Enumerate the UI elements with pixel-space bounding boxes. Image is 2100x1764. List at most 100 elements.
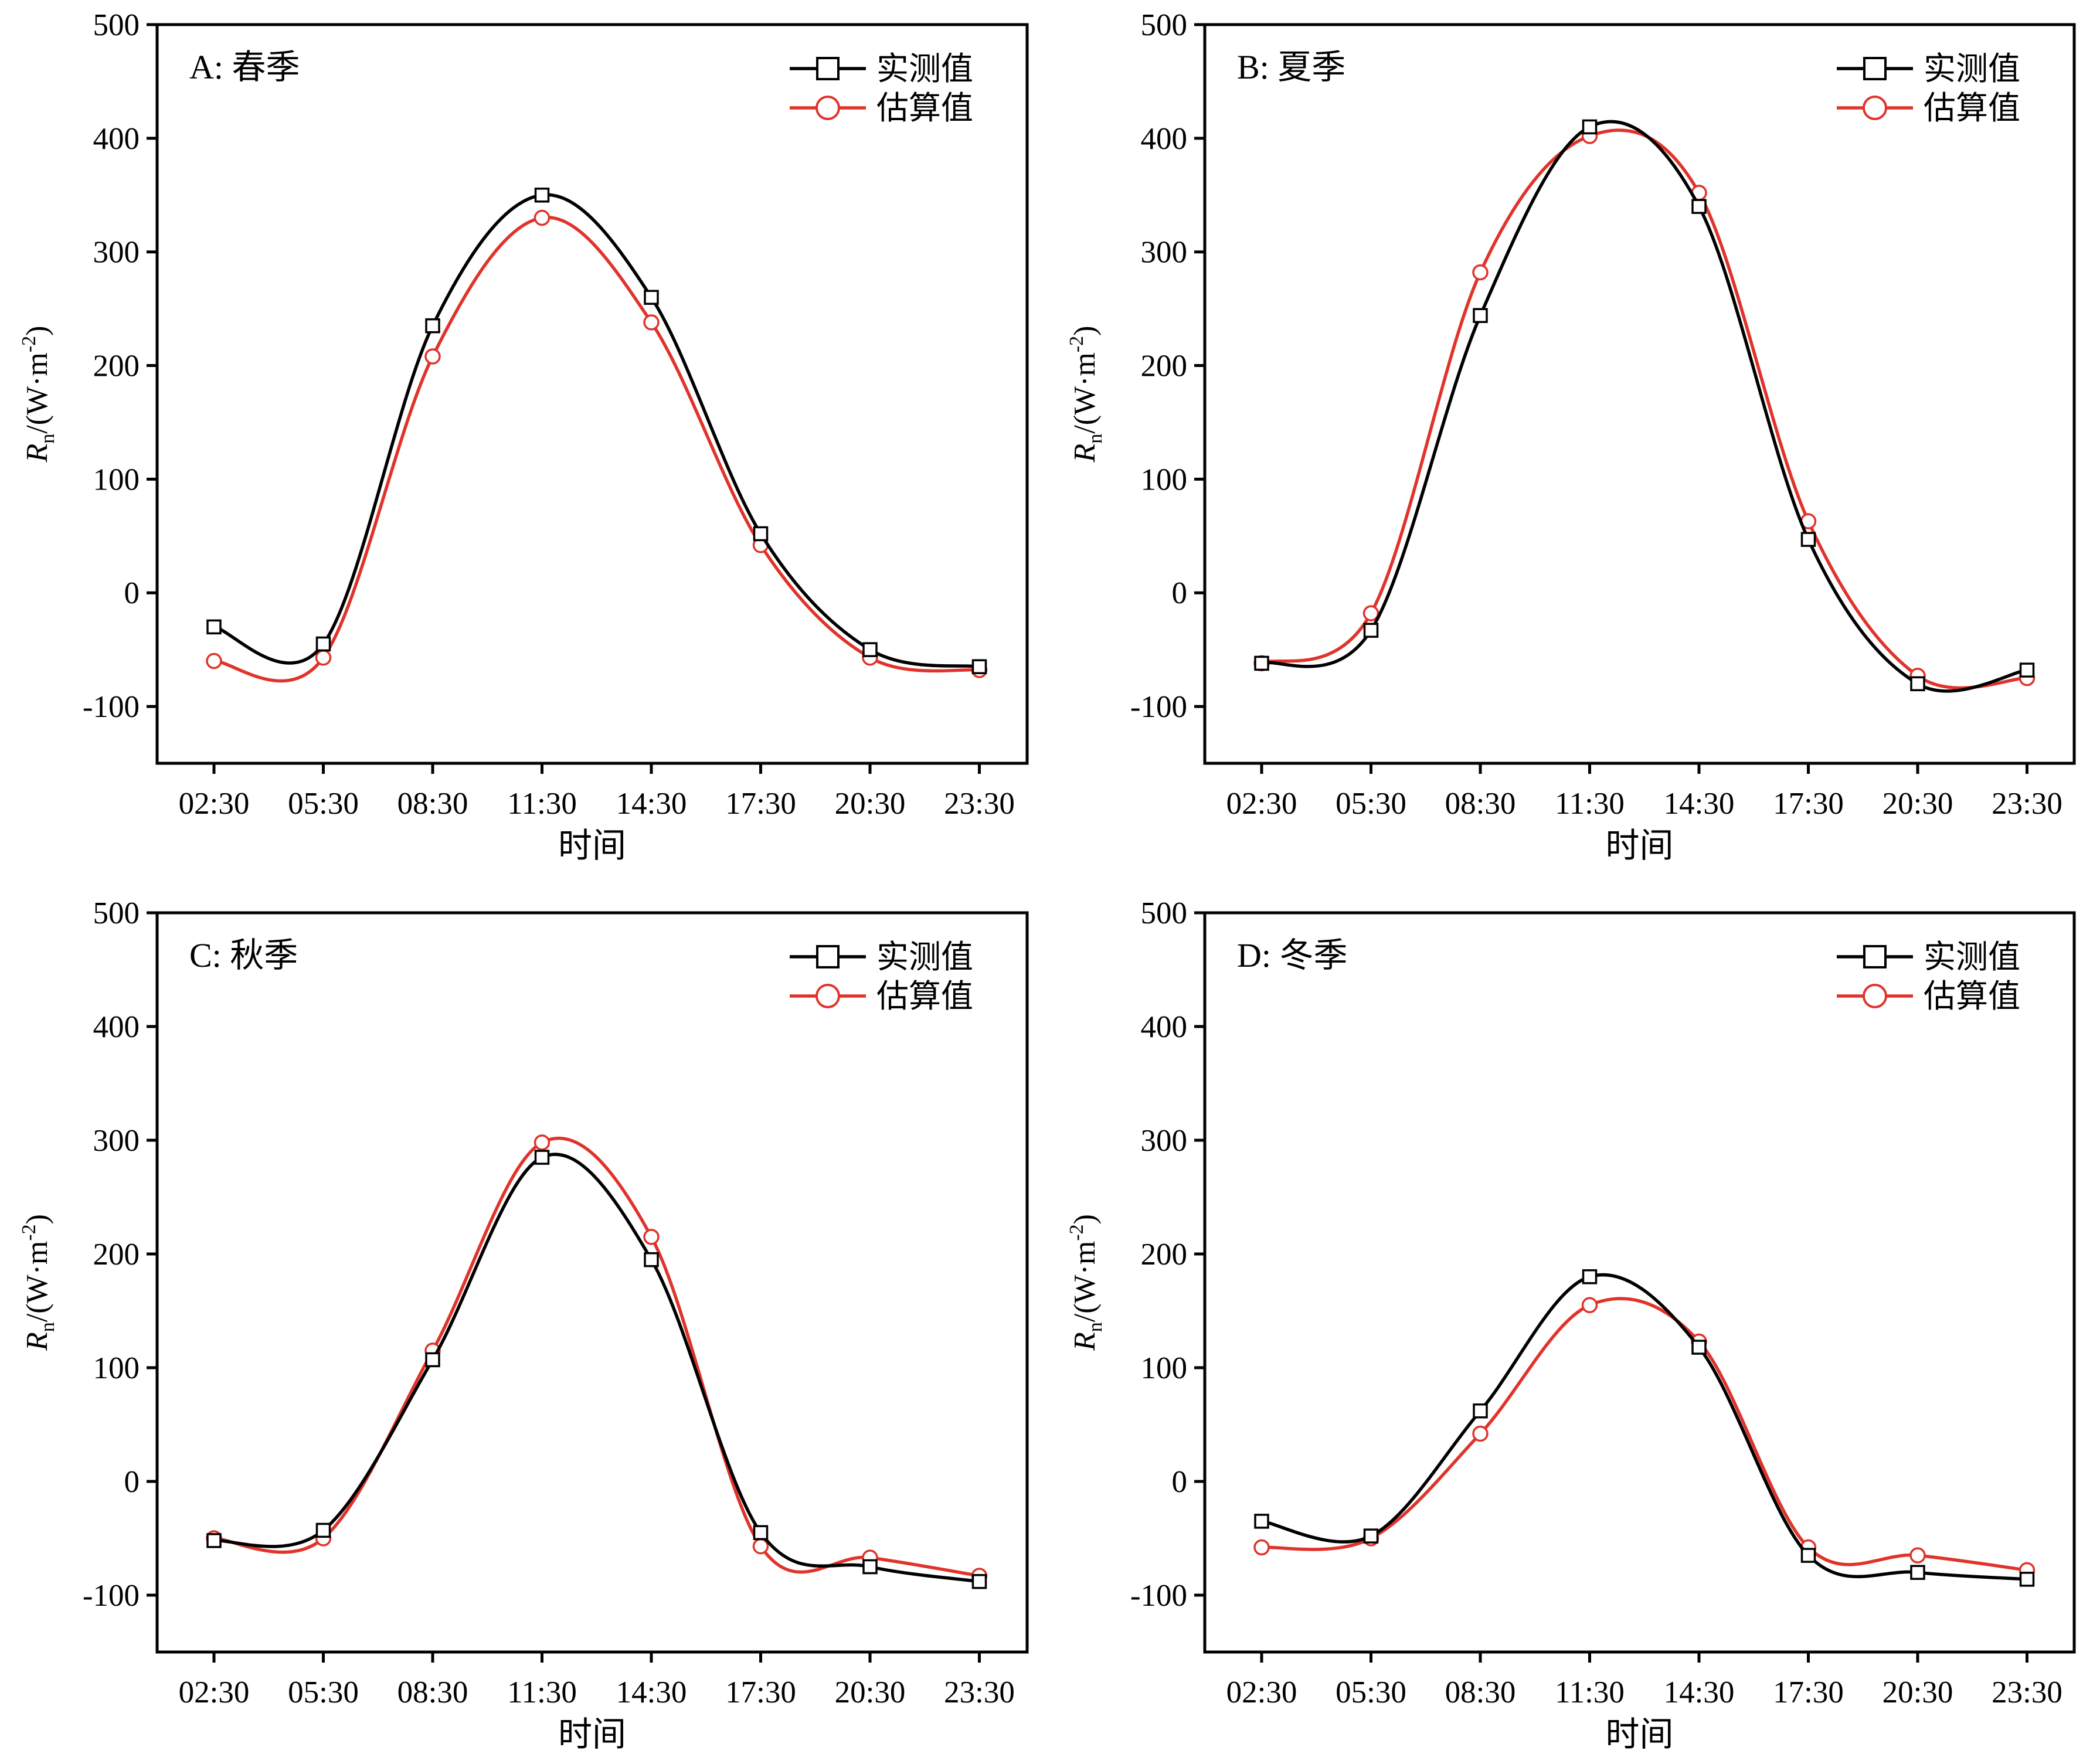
- series-line: [213, 216, 980, 683]
- data-point-circle: [315, 649, 332, 666]
- legend-label: 估算值: [876, 978, 973, 1014]
- x-axis-title: 时间: [1605, 1715, 1673, 1753]
- legend-label: 实测值: [1924, 51, 2020, 87]
- legend-square-marker: [816, 57, 840, 80]
- y-axis-title: Rn/(W·m-2): [1066, 325, 1106, 463]
- data-point-square: [534, 188, 550, 203]
- x-tick-label: 17:30: [1773, 1675, 1844, 1709]
- data-point-square: [1691, 1340, 1707, 1355]
- series-line: [213, 1136, 980, 1578]
- data-point-square: [971, 1573, 987, 1589]
- x-tick-label: 23:30: [944, 1675, 1015, 1709]
- data-point-circle: [1472, 264, 1489, 281]
- x-tick-label: 05:30: [1336, 1675, 1406, 1709]
- plot-frame: [1203, 23, 2076, 765]
- data-point-circle: [534, 209, 551, 226]
- x-tick-label: 05:30: [288, 1675, 359, 1709]
- series-estimated: [206, 1134, 988, 1584]
- panel-label: C: 秋季: [189, 936, 298, 974]
- x-tick-label: 08:30: [397, 787, 468, 821]
- panel-2: -100 0 100 200 300 400 500 02:30 05:30 08:30 11:30…: [18, 896, 1029, 1753]
- data-point-circle: [534, 1134, 551, 1151]
- data-point-circle: [424, 348, 441, 365]
- legend-circle-marker: [815, 984, 840, 1008]
- plot-frame: [155, 23, 1029, 765]
- y-tick-label: 300: [1141, 236, 1188, 270]
- y-tick-label: 0: [1172, 576, 1188, 610]
- x-tick-label: 23:30: [944, 787, 1015, 821]
- panel-label: D: 冬季: [1237, 936, 1348, 974]
- x-tick-label: 08:30: [1445, 787, 1516, 821]
- y-tick-label: 300: [1141, 1124, 1188, 1158]
- legend-circle-marker: [815, 96, 840, 120]
- y-tick-label: 200: [93, 349, 140, 383]
- y-tick-label: 0: [124, 576, 140, 610]
- data-point-square: [1254, 1514, 1269, 1529]
- y-tick-label: 200: [1141, 349, 1188, 383]
- x-tick-label: 05:30: [1336, 787, 1406, 821]
- x-tick-label: 11:30: [507, 787, 577, 821]
- series-line: [213, 1153, 980, 1583]
- y-tick-label: 100: [1141, 463, 1188, 497]
- data-point-square: [1910, 1565, 1925, 1580]
- y-axis-title: Rn/(W·m-2): [1066, 1214, 1106, 1351]
- series-line: [213, 193, 980, 668]
- x-tick-label: 11:30: [507, 1675, 577, 1709]
- data-point-square: [1910, 676, 1925, 692]
- x-tick-label: 17:30: [725, 1675, 796, 1709]
- data-point-square: [534, 1150, 550, 1165]
- y-tick-label: 500: [93, 8, 140, 42]
- data-point-square: [1473, 1403, 1488, 1419]
- x-tick-label: 08:30: [397, 1675, 468, 1709]
- data-point-square: [862, 1559, 878, 1575]
- y-tick-label: 0: [1172, 1465, 1188, 1499]
- series-line: [1261, 120, 2027, 693]
- x-tick-label: 11:30: [1555, 787, 1625, 821]
- x-axis-title: 时间: [558, 1715, 626, 1753]
- data-point-circle: [1253, 1539, 1270, 1556]
- y-axis-title: Rn/(W·m-2): [18, 1214, 59, 1351]
- x-tick-label: 23:30: [1992, 1675, 2062, 1709]
- y-tick-label: -100: [1130, 1579, 1187, 1613]
- legend-circle-marker: [1863, 96, 1887, 120]
- y-tick-label: 200: [93, 1238, 140, 1272]
- data-point-square: [2019, 662, 2035, 678]
- data-point-square: [2019, 1572, 2035, 1587]
- x-tick-label: 11:30: [1555, 1675, 1625, 1709]
- data-point-square: [753, 526, 769, 542]
- x-tick-label: 17:30: [725, 787, 796, 821]
- y-tick-label: 400: [93, 122, 140, 156]
- x-tick-label: 23:30: [1992, 787, 2062, 821]
- data-point-square: [315, 636, 331, 652]
- data-point-square: [206, 1533, 222, 1548]
- x-tick-label: 20:30: [1882, 787, 1953, 821]
- legend-square-marker: [816, 945, 840, 968]
- legend-square-marker: [1863, 57, 1887, 80]
- data-point-square: [1363, 1528, 1379, 1544]
- x-tick-label: 02:30: [1226, 787, 1297, 821]
- legend-label: 实测值: [876, 939, 973, 975]
- legend-label: 实测值: [876, 51, 973, 87]
- data-point-square: [1582, 1269, 1598, 1284]
- legend-label: 估算值: [1924, 978, 2020, 1014]
- y-tick-label: 500: [93, 896, 140, 930]
- y-tick-label: 300: [93, 1124, 140, 1158]
- data-point-square: [862, 642, 878, 657]
- y-tick-label: 100: [93, 463, 140, 497]
- data-point-square: [644, 290, 659, 305]
- x-tick-label: 02:30: [1226, 1675, 1297, 1709]
- legend-label: 估算值: [1924, 90, 2020, 126]
- data-point-square: [206, 619, 222, 635]
- data-point-square: [1691, 199, 1707, 214]
- data-point-square: [1800, 1548, 1816, 1563]
- x-tick-label: 14:30: [616, 1675, 687, 1709]
- y-tick-label: 300: [93, 236, 140, 270]
- panel-1: -100 0 100 200 300 400 500 02:30 05:30 08:30 11:30…: [1066, 8, 2076, 865]
- data-point-square: [1582, 119, 1598, 135]
- x-tick-label: 08:30: [1445, 1675, 1516, 1709]
- panel-label: A: 春季: [189, 48, 300, 86]
